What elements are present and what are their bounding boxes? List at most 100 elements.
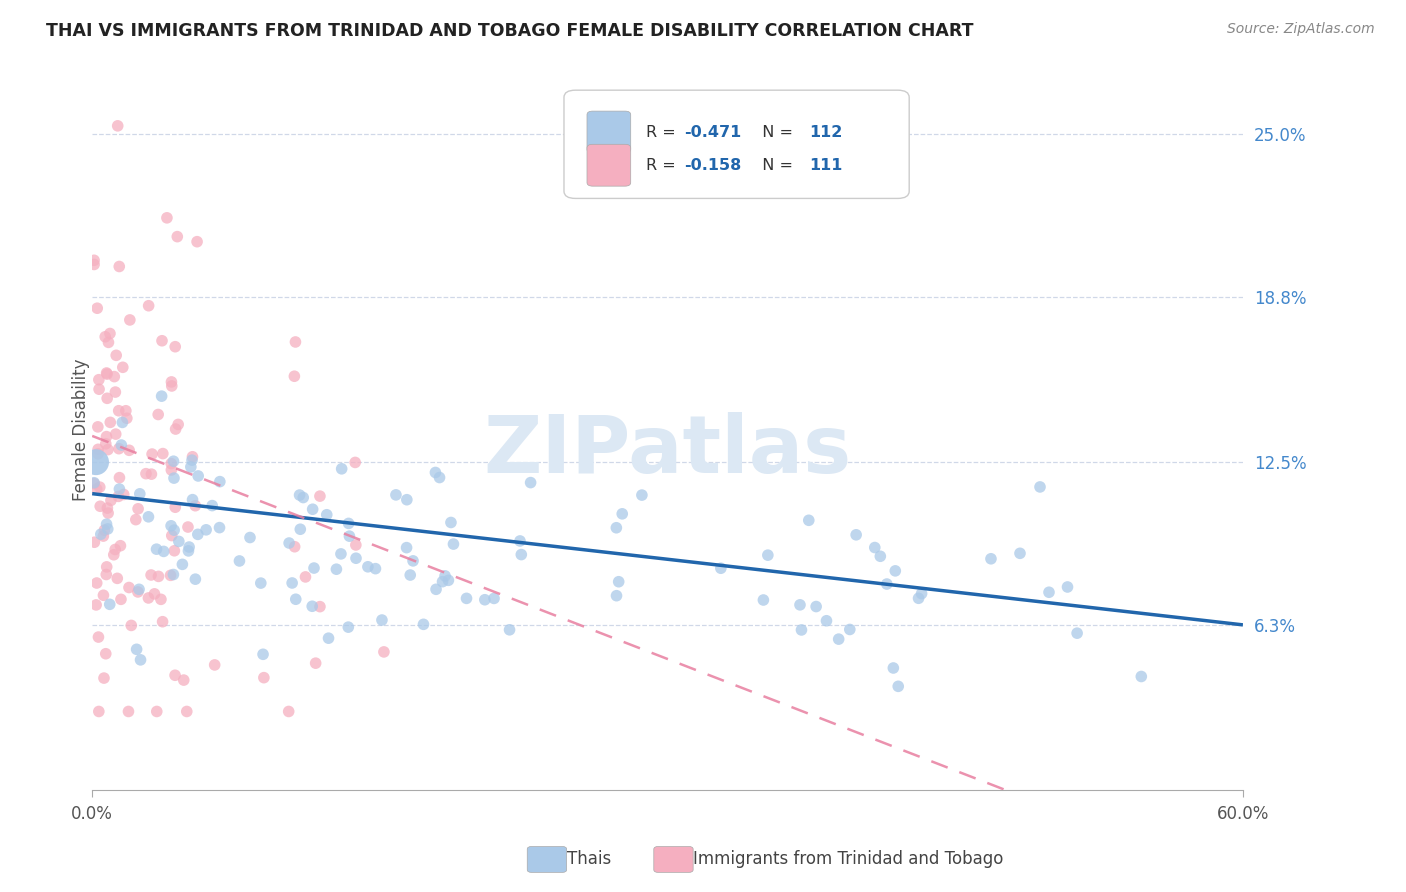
Point	[1029, 480, 1052, 494]
Point	[87, 447, 110, 461]
Point	[97, 522, 120, 536]
Point	[150, 389, 173, 403]
Point	[337, 516, 360, 531]
Point	[284, 540, 307, 554]
Point	[305, 656, 328, 670]
Point	[112, 487, 135, 501]
Point	[290, 522, 312, 536]
Point	[104, 427, 127, 442]
Point	[143, 587, 166, 601]
Point	[163, 471, 186, 485]
Point	[385, 488, 408, 502]
Point	[86, 576, 108, 591]
Point	[910, 586, 932, 600]
Point	[1038, 585, 1060, 599]
Point	[156, 211, 179, 225]
Point	[605, 521, 627, 535]
Text: 111: 111	[808, 158, 842, 173]
Point	[177, 544, 200, 558]
Point	[294, 570, 316, 584]
Point	[90, 527, 112, 541]
Point	[249, 576, 271, 591]
Point	[882, 661, 904, 675]
Point	[434, 569, 457, 583]
Text: R =: R =	[645, 158, 681, 173]
Text: -0.471: -0.471	[683, 125, 741, 139]
Point	[152, 544, 174, 558]
Point	[309, 489, 332, 503]
Point	[315, 508, 337, 522]
Point	[96, 501, 118, 516]
Point	[437, 574, 460, 588]
Point	[309, 599, 332, 614]
Point	[138, 299, 160, 313]
Point	[402, 554, 425, 568]
Point	[96, 517, 118, 532]
Y-axis label: Female Disability: Female Disability	[72, 358, 90, 500]
Point	[98, 597, 121, 611]
Point	[125, 513, 148, 527]
Point	[443, 537, 465, 551]
Point	[97, 442, 120, 457]
Point	[115, 403, 138, 417]
Point	[752, 593, 775, 607]
Point	[344, 538, 367, 552]
Point	[166, 229, 188, 244]
Point	[150, 334, 173, 348]
Point	[253, 671, 276, 685]
Point	[162, 454, 184, 468]
Point	[93, 523, 115, 537]
Point	[160, 518, 183, 533]
Point	[907, 591, 929, 606]
Point	[145, 542, 167, 557]
Point	[141, 447, 163, 461]
Point	[288, 488, 311, 502]
Point	[440, 516, 463, 530]
Point	[165, 500, 187, 515]
Point	[208, 475, 231, 489]
Point	[863, 541, 886, 555]
Point	[184, 499, 207, 513]
Point	[357, 559, 380, 574]
Point	[110, 539, 132, 553]
Point	[184, 572, 207, 586]
Point	[89, 500, 111, 514]
Point	[607, 574, 630, 589]
Point	[159, 568, 181, 582]
Point	[177, 520, 200, 534]
Point	[371, 613, 394, 627]
Point	[789, 598, 811, 612]
Point	[103, 548, 125, 562]
Point	[128, 487, 150, 501]
Point	[104, 385, 127, 400]
Point	[474, 592, 496, 607]
Point	[94, 647, 117, 661]
Point	[96, 429, 118, 443]
Point	[605, 589, 627, 603]
Point	[105, 571, 128, 585]
Point	[172, 558, 194, 572]
Text: N =: N =	[752, 158, 797, 173]
Point	[118, 443, 141, 458]
Point	[117, 705, 139, 719]
Point	[97, 335, 120, 350]
Text: THAI VS IMMIGRANTS FROM TRINIDAD AND TOBAGO FEMALE DISABILITY CORRELATION CHART: THAI VS IMMIGRANTS FROM TRINIDAD AND TOB…	[46, 22, 974, 40]
Point	[498, 623, 520, 637]
FancyBboxPatch shape	[586, 145, 631, 186]
Point	[160, 457, 183, 471]
Point	[201, 499, 224, 513]
Point	[86, 482, 108, 496]
Point	[845, 528, 868, 542]
Point	[756, 548, 779, 562]
Point	[980, 551, 1002, 566]
Point	[83, 535, 105, 549]
Point	[804, 599, 827, 614]
Point	[84, 598, 107, 612]
Point	[1056, 580, 1078, 594]
Point	[163, 543, 186, 558]
Point	[127, 501, 149, 516]
Point	[281, 576, 304, 591]
Point	[160, 528, 183, 542]
Point	[145, 705, 167, 719]
Point	[103, 369, 125, 384]
